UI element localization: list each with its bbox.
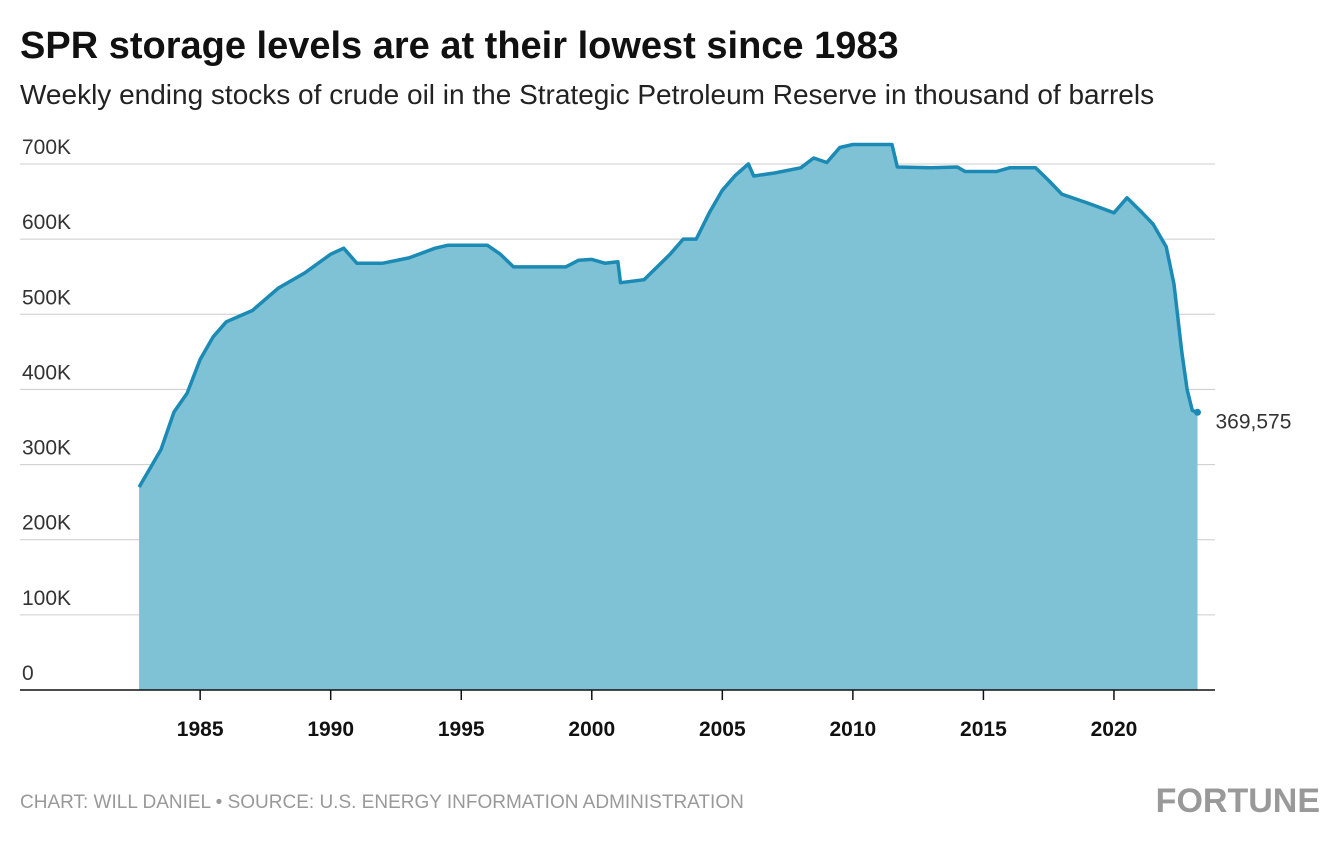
y-tick-label: 700K xyxy=(22,136,71,159)
source: CHART: WILL DANIEL • SOURCE: U.S. ENERGY… xyxy=(20,792,744,813)
value-label: 369,575 xyxy=(1216,410,1292,433)
x-tick-label: 1990 xyxy=(307,718,354,741)
end-dot xyxy=(1194,408,1202,416)
x-tick-label: 2015 xyxy=(960,718,1007,741)
x-tick-label: 2005 xyxy=(699,718,746,741)
y-tick-label: 300K xyxy=(22,437,71,460)
chart-subtitle: Weekly ending stocks of crude oil in the… xyxy=(20,79,1154,110)
x-tick-label: 1995 xyxy=(438,718,485,741)
x-tick-label: 2000 xyxy=(568,718,615,741)
line xyxy=(137,142,1199,488)
x-tick-label: 2010 xyxy=(830,718,877,741)
y-tick-label: 200K xyxy=(22,512,71,535)
y-tick-label: 600K xyxy=(22,211,71,234)
y-tick-label: 100K xyxy=(22,587,71,610)
y-tick-label: 500K xyxy=(22,286,71,309)
chart-title: SPR storage levels are at their lowest s… xyxy=(20,25,899,67)
area xyxy=(139,144,1198,690)
y-tick-label: 0 xyxy=(22,662,34,685)
x-tick-label: 1985 xyxy=(177,718,224,741)
logo: FORTUNE xyxy=(1156,782,1320,820)
y-tick-label: 400K xyxy=(22,361,71,384)
x-tick-label: 2020 xyxy=(1091,718,1138,741)
